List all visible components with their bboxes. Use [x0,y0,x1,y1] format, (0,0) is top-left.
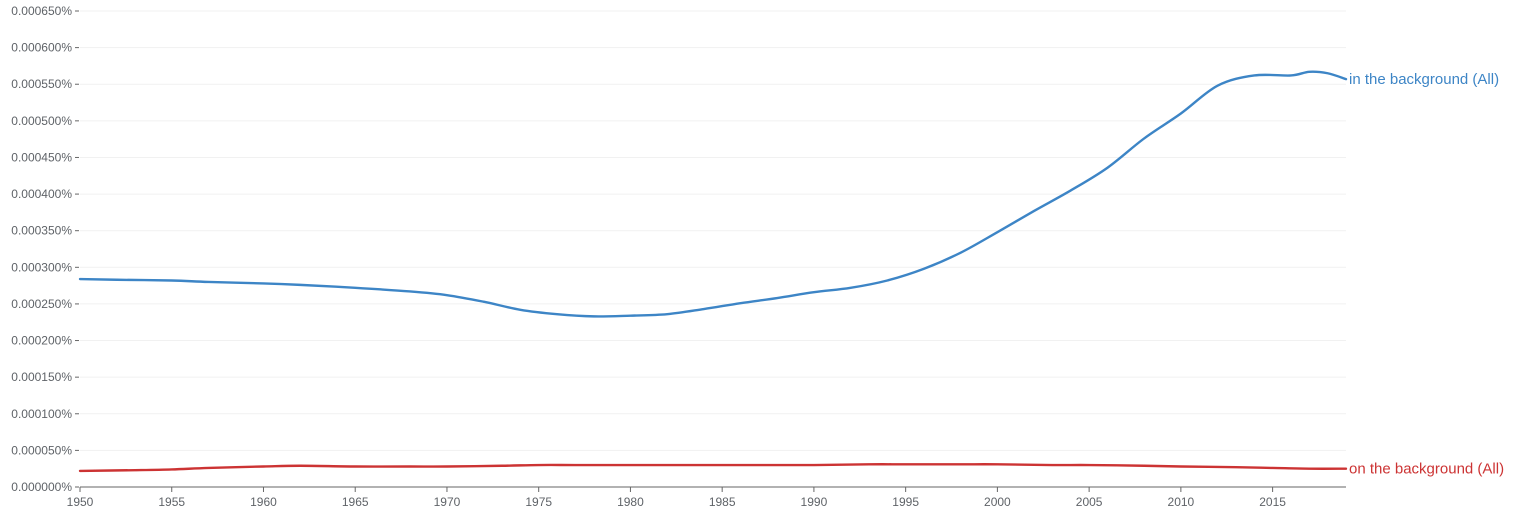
y-tick-label: 0.000350% [11,224,72,238]
x-tick-label: 1980 [617,495,644,509]
x-tick-label: 2010 [1168,495,1195,509]
x-tick-label: 2005 [1076,495,1103,509]
x-tick-label: 1955 [158,495,185,509]
gridlines [80,10,1346,451]
y-tick-label: 0.000250% [11,297,72,311]
y-axis: 0.000000% 0.000050% 0.000100% 0.000150% 0.00… [11,4,79,494]
x-tick-label: 1970 [434,495,461,509]
series-line-on-the-background-all[interactable] [78,463,1348,473]
x-tick-label: 1950 [67,495,94,509]
x-tick-label: 1990 [801,495,828,509]
y-tick-label: 0.000150% [11,370,72,384]
x-tick-label: 1960 [250,495,277,509]
x-tick-label: 2015 [1259,495,1286,509]
y-tick-label: 0.000200% [11,334,72,348]
series-line-in-the-background-all[interactable] [78,70,1348,318]
series-label-on-the-background-all[interactable]: on the background (All) [1349,461,1504,478]
series-label-in-the-background-all[interactable]: in the background (All) [1349,71,1499,88]
y-tick-label: 0.000550% [11,77,72,91]
y-tick-label: 0.000450% [11,150,72,164]
x-axis: 1950 1955 1960 1965 1970 1975 1980 1985 1990 1995… [67,486,1346,509]
series-lines [78,70,1348,473]
y-tick-label: 0.000650% [11,4,72,18]
y-tick-label: 0.000500% [11,114,72,128]
x-tick-label: 1995 [892,495,919,509]
x-tick-label: 1975 [525,495,552,509]
y-tick-label: 0.000050% [11,443,72,457]
y-tick-label: 0.000000% [11,480,72,494]
y-tick-label: 0.000400% [11,187,72,201]
y-tick-label: 0.000600% [11,41,72,55]
y-tick-label: 0.000100% [11,407,72,421]
x-tick-label: 1985 [709,495,736,509]
y-tick-label: 0.000300% [11,260,72,274]
x-tick-label: 2000 [984,495,1011,509]
series-labels: in the background (All) on the background… [1349,71,1504,478]
x-tick-label: 1965 [342,495,369,509]
